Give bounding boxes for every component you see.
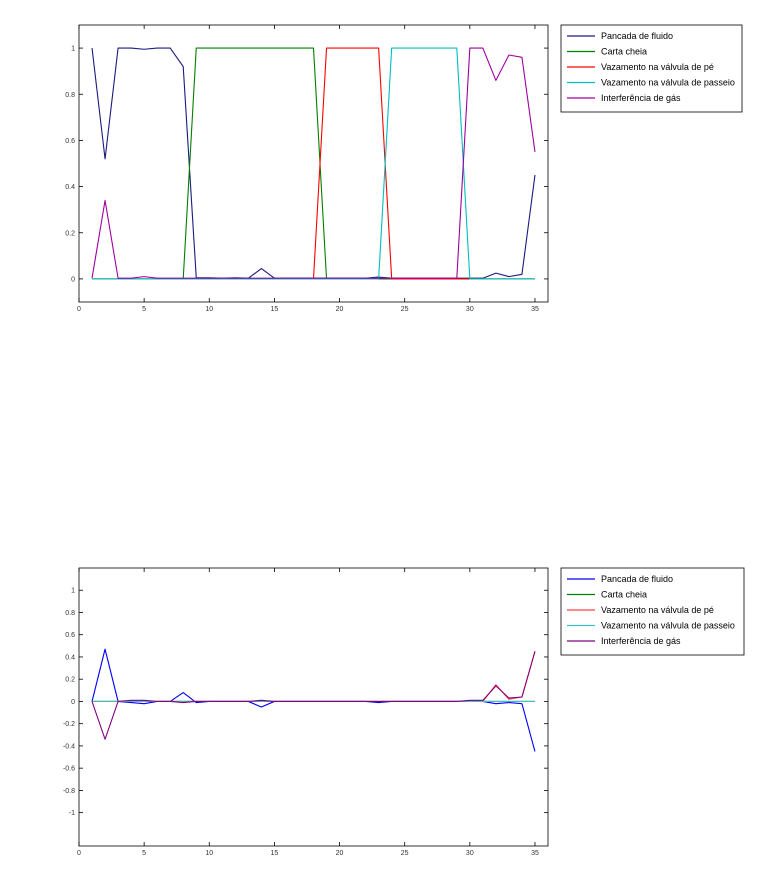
x-tick-label: 35 <box>531 306 539 313</box>
y-tick-label: -0.8 <box>63 788 75 795</box>
series-line-5 <box>91 47 536 279</box>
x-tick-label: 15 <box>271 850 279 857</box>
y-tick-label: -0.2 <box>63 721 75 728</box>
legend-label: Pancada de fluido <box>601 31 673 41</box>
series-line-1 <box>91 47 536 279</box>
x-tick-label: 30 <box>466 850 474 857</box>
y-tick-label: 0.4 <box>65 654 75 661</box>
x-tick-label: 20 <box>336 306 344 313</box>
y-tick-label: 0.6 <box>65 632 75 639</box>
y-tick-label: 0.2 <box>65 230 75 237</box>
series-line-5 <box>91 651 536 740</box>
x-tick-label: 5 <box>142 306 146 313</box>
series-line-2 <box>92 47 535 280</box>
x-tick-label: 0 <box>77 306 81 313</box>
legend-label: Carta cheia <box>601 47 647 57</box>
legend-label: Vazamento na válvula de pé <box>601 62 714 72</box>
y-tick-label: 0.8 <box>65 610 75 617</box>
y-tick-label: 0.2 <box>65 677 75 684</box>
y-tick-label: 1 <box>71 588 75 595</box>
x-tick-label: 15 <box>271 306 279 313</box>
chart-2: 0 5 10 15 20 25 30 35 -1 -0.8 -0.6 -0.4 -0.2 0 0.2 0.4 0… <box>63 567 745 857</box>
legend-label: Vazamento na válvula de passeio <box>601 621 735 631</box>
y-tick-label: -0.6 <box>63 766 75 773</box>
x-tick-label: 30 <box>466 306 474 313</box>
y-tick-label: 0.4 <box>65 184 75 191</box>
x-tick-label: 20 <box>336 850 344 857</box>
y-tick-label: -0.4 <box>63 743 75 750</box>
series-line-3 <box>92 47 535 280</box>
x-tick-label: 0 <box>77 850 81 857</box>
y-tick-label: 0.8 <box>65 92 75 99</box>
plot-area <box>78 24 549 303</box>
series-line-3 <box>92 651 536 702</box>
y-tick-label: 0 <box>71 699 75 706</box>
x-tick-label: 5 <box>142 850 146 857</box>
legend-label: Pancada de fluido <box>601 574 673 584</box>
y-tick-label: 0 <box>71 276 75 283</box>
series-line-4 <box>92 47 535 280</box>
x-tick-label: 25 <box>401 850 409 857</box>
x-tick-label: 25 <box>401 306 409 313</box>
y-tick-label: 0.6 <box>65 138 75 145</box>
y-tick-label: 1 <box>71 46 75 53</box>
plot-area <box>78 567 549 847</box>
chart-1: 0 5 10 15 20 25 30 35 0 0.2 0.4 0.6 0.8 1 Pancada de f… <box>65 24 743 313</box>
x-tick-label: 10 <box>205 306 213 313</box>
legend-label: Vazamento na válvula de pé <box>601 605 714 615</box>
x-tick-label: 35 <box>531 850 539 857</box>
x-tick-label: 10 <box>205 850 213 857</box>
legend-label: Interferência de gás <box>601 93 681 103</box>
legend-label: Carta cheia <box>601 590 647 600</box>
legend-label: Vazamento na válvula de passeio <box>601 78 735 88</box>
legend-label: Interferência de gás <box>601 636 681 646</box>
y-tick-label: -1 <box>69 810 75 817</box>
